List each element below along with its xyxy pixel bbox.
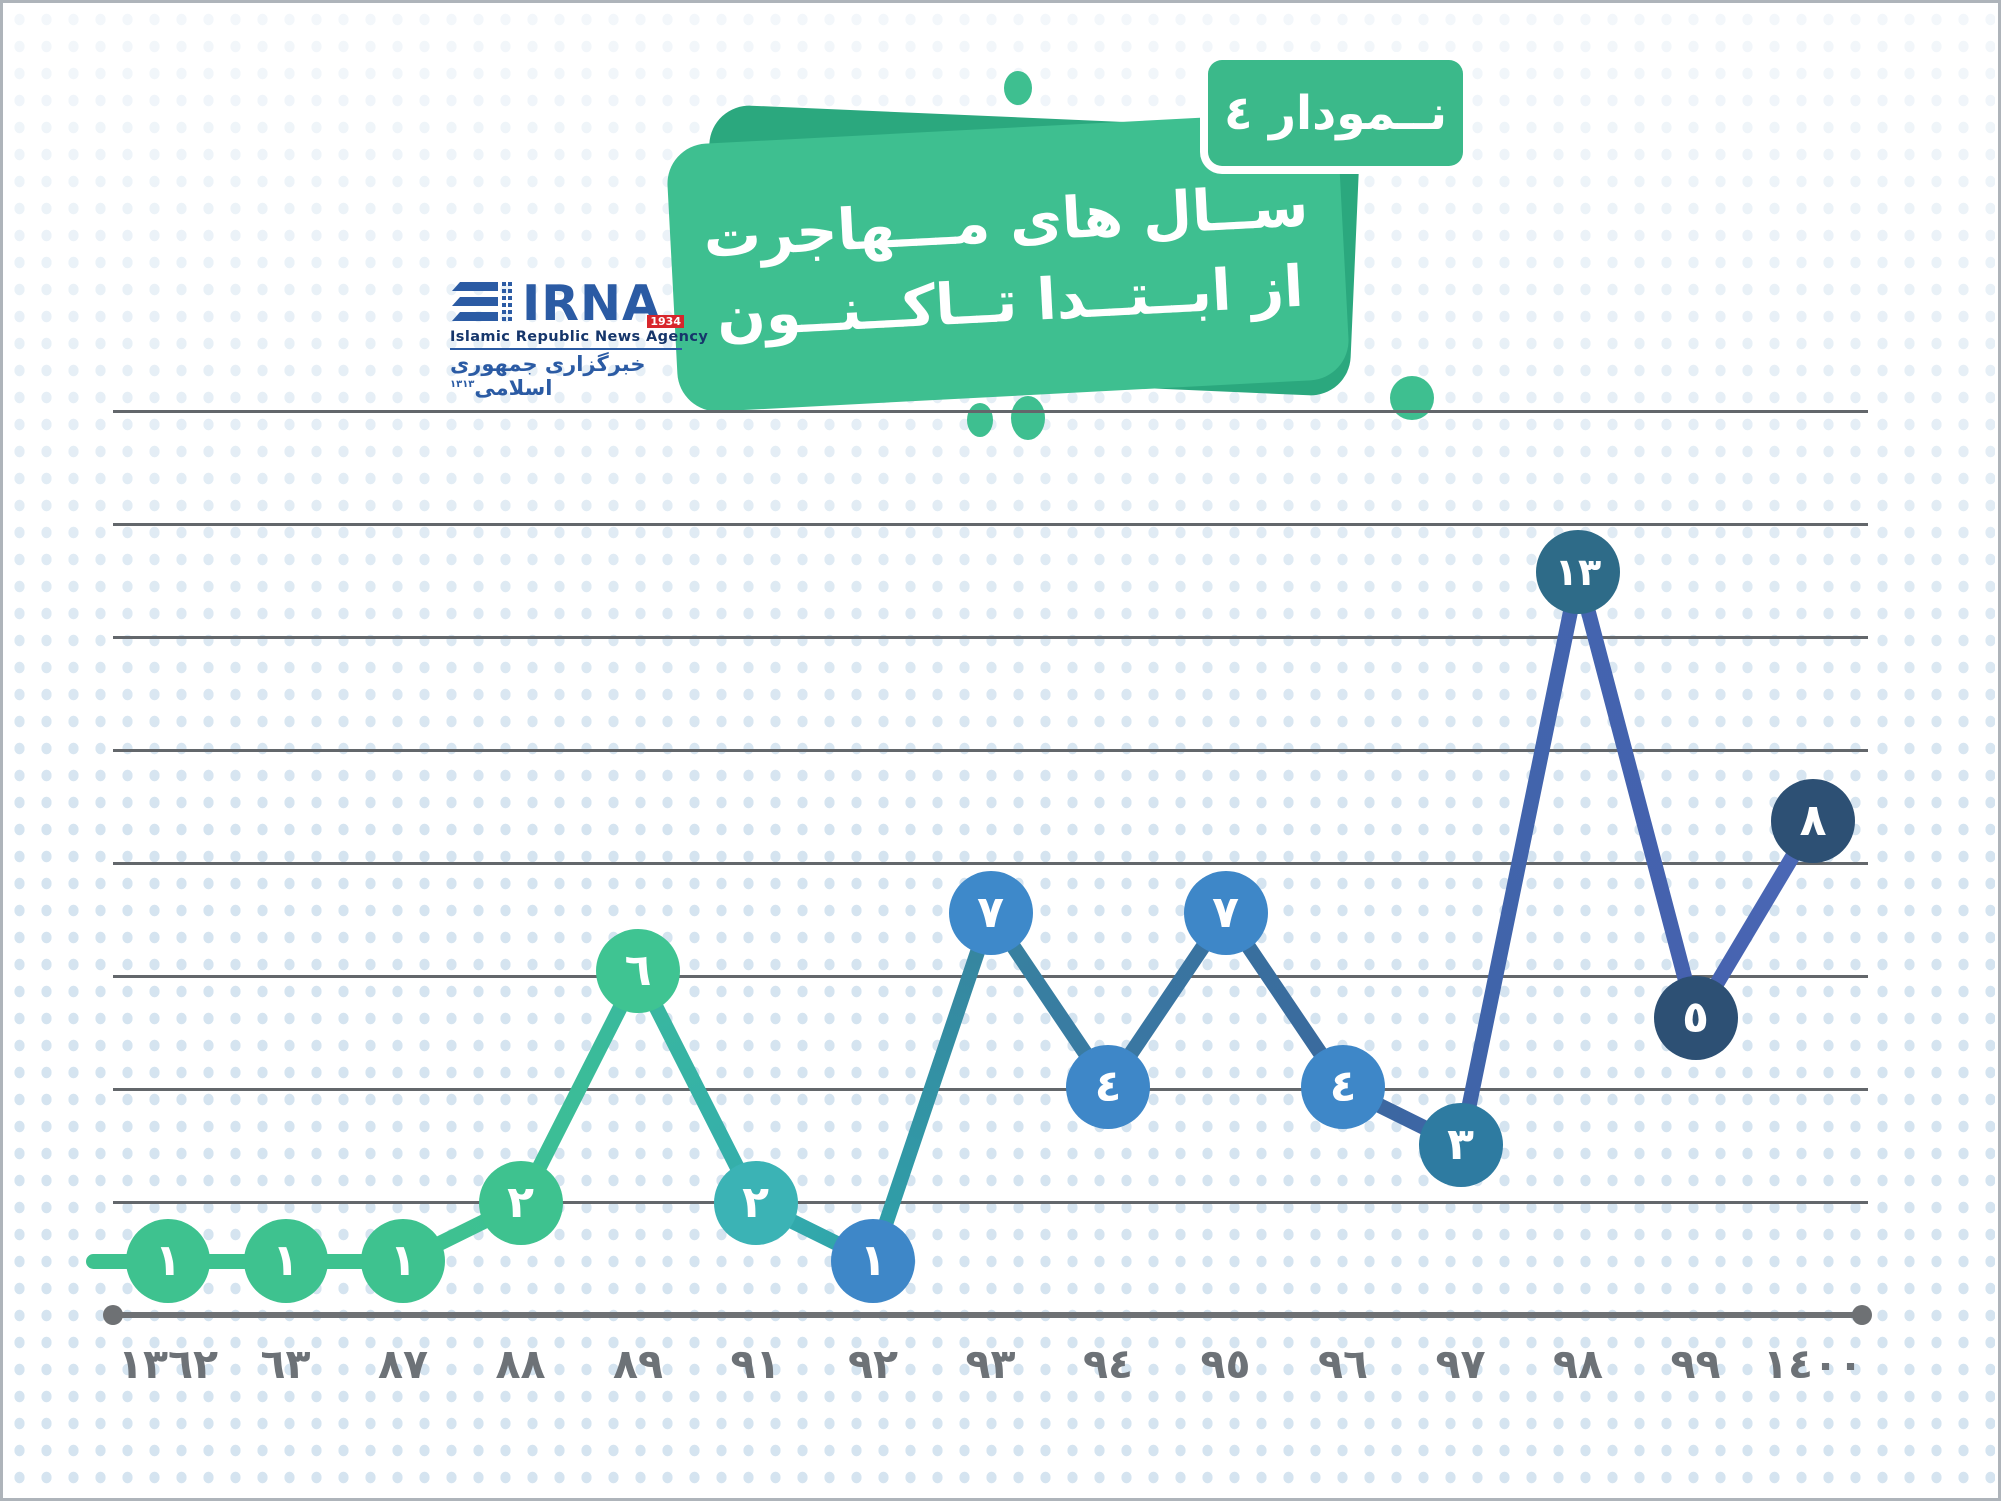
grid-line-5	[113, 975, 1868, 978]
data-point-value: ١	[859, 1235, 887, 1286]
deco-dot-bottom-large	[1011, 396, 1045, 440]
data-point-value: ٤	[1094, 1061, 1122, 1112]
data-point-87: ١	[361, 1219, 445, 1303]
data-point-value: ٣	[1447, 1119, 1474, 1170]
x-axis-label-93: ٩٣	[965, 1340, 1016, 1388]
data-point-97: ٣	[1418, 1103, 1503, 1187]
data-point-88: ٢	[478, 1161, 563, 1245]
grid-line-7	[113, 1201, 1868, 1204]
x-axis-label-87: ٨٧	[377, 1340, 429, 1388]
x-axis-label-1400: ١٤٠٠	[1762, 1340, 1864, 1388]
data-point-93: ٧	[948, 871, 1033, 955]
grid-line-4	[113, 862, 1868, 865]
data-point-value: ٤	[1329, 1061, 1357, 1112]
data-point-value: ١	[272, 1235, 299, 1286]
irna-subtitle-fa: خبرگزاری جمهوری اسلامی۱۳۱۳	[450, 352, 646, 400]
x-axis-label-92: ٩٢	[847, 1340, 899, 1388]
x-axis-label-98: ٩٨	[1552, 1340, 1604, 1388]
data-point-value: ٧	[977, 887, 1004, 938]
data-point-94: ٤	[1066, 1045, 1150, 1129]
data-point-value: ١٣	[1554, 550, 1602, 594]
x-axis-label-95: ٩٥	[1200, 1340, 1251, 1388]
data-point-value: ٦	[624, 945, 652, 996]
grid-line-3	[113, 749, 1868, 752]
irna-logo: IRNA 1934 Islamic Republic News Agency خ…	[450, 275, 708, 400]
line-segment-11	[1453, 570, 1586, 1147]
data-point-63: ١	[243, 1219, 328, 1303]
x-axis-label-94: ٩٤	[1082, 1340, 1134, 1388]
grid-line-6	[113, 1088, 1868, 1091]
grid-line-0	[113, 410, 1868, 413]
chart-number-badge-label: نــمودار ٤	[1223, 85, 1448, 141]
x-axis-label-1362: ١٣٦٢	[117, 1340, 219, 1388]
irna-logo-row: IRNA 1934	[450, 275, 684, 332]
grid-line-1	[113, 523, 1868, 526]
x-axis-start-cap	[103, 1305, 123, 1325]
irna-bars-icon	[452, 282, 512, 321]
x-axis-label-99: ٩٩	[1670, 1340, 1721, 1388]
line-segment-6	[865, 910, 998, 1264]
data-point-value: ١	[154, 1235, 182, 1286]
chart-number-badge: نــمودار ٤	[1208, 60, 1463, 166]
x-axis-label-96: ٩٦	[1317, 1340, 1369, 1388]
data-point-value: ٨	[1799, 795, 1827, 846]
data-point-95: ٧	[1183, 871, 1268, 955]
x-axis	[105, 1312, 1871, 1318]
irna-subtitle-en: Islamic Republic News Agency	[450, 329, 708, 350]
deco-dot-top	[1004, 71, 1032, 105]
x-axis-label-89: ٨٩	[612, 1340, 664, 1388]
data-point-89: ٦	[596, 929, 680, 1013]
x-axis-label-97: ٩٧	[1435, 1340, 1486, 1388]
data-point-98: ١٣	[1536, 530, 1620, 614]
irna-subtitle-fa-year: ۱۳۱۳	[450, 379, 475, 390]
data-point-91: ٢	[713, 1161, 798, 1245]
data-point-96: ٤	[1301, 1045, 1385, 1129]
data-point-value: ٧	[1212, 887, 1239, 938]
data-point-value: ٢	[507, 1177, 534, 1228]
x-axis-label-88: ٨٨	[495, 1340, 546, 1388]
deco-dot-bottom-small	[967, 403, 993, 437]
data-point-1362: ١	[126, 1219, 210, 1303]
data-point-value: ٢	[742, 1177, 769, 1228]
irna-founded-year: 1934	[647, 315, 684, 328]
x-axis-label-91: ٩١	[730, 1340, 781, 1388]
data-point-1400: ٨	[1771, 779, 1855, 863]
irna-wordmark: IRNA	[522, 275, 661, 332]
data-point-value: ٥	[1682, 992, 1709, 1043]
data-point-99: ٥	[1653, 976, 1738, 1060]
data-point-value: ١	[389, 1235, 417, 1286]
x-axis-label-63: ٦٣	[260, 1340, 311, 1388]
grid-line-2	[113, 636, 1868, 639]
data-point-92: ١	[831, 1219, 915, 1303]
deco-dot-right	[1390, 376, 1434, 420]
x-axis-end-cap	[1852, 1305, 1872, 1325]
